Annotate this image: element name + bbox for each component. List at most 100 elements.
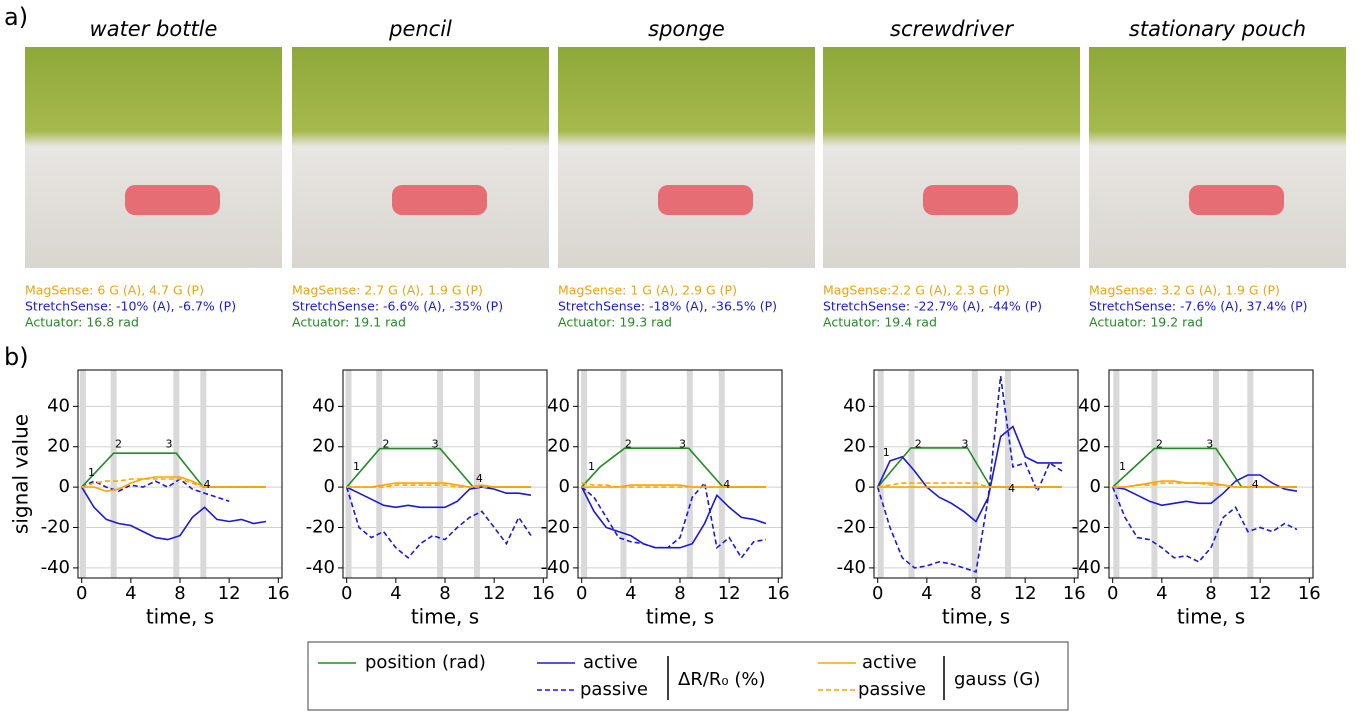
phase-band — [110, 370, 117, 578]
series-line — [876, 375, 1063, 573]
series-line — [81, 486, 267, 541]
x-tick-label: 16 — [1298, 583, 1321, 604]
annotation: 1 — [353, 460, 360, 473]
x-tick-label: 12 — [1249, 583, 1272, 604]
series-line — [877, 447, 1062, 488]
annotation: 1 — [1119, 460, 1126, 473]
annotation: 3 — [165, 438, 172, 451]
x-tick-label: 4 — [625, 583, 636, 604]
caption-actuator: Actuator: 19.4 rad — [823, 315, 937, 330]
x-tick-label: 8 — [674, 583, 685, 604]
y-tick-label: -40 — [41, 557, 70, 578]
x-tick-label: 12 — [1014, 583, 1037, 604]
annotation: 2 — [115, 438, 122, 451]
y-tick-label: 40 — [547, 395, 570, 416]
x-tick-label: 12 — [218, 583, 241, 604]
phase-band — [877, 370, 884, 578]
series-line — [346, 484, 531, 488]
x-tick-label: 8 — [1205, 583, 1216, 604]
plot-frame — [873, 369, 1079, 579]
plot-frame — [77, 369, 283, 579]
x-axis-label: time, s — [146, 605, 214, 629]
glove — [1189, 185, 1284, 215]
y-tick-label: -40 — [306, 557, 335, 578]
x-tick-label: 0 — [872, 583, 883, 604]
y-tick-label: -20 — [41, 517, 70, 538]
x-tick-label: 16 — [532, 583, 555, 604]
annotation: 4 — [723, 478, 730, 491]
phase-band — [581, 370, 588, 578]
phase-band — [971, 370, 978, 578]
caption-magsense: MagSense: 1 G (A), 2.9 G (P) — [558, 283, 737, 298]
legend-frame — [307, 641, 1069, 711]
annotation: 2 — [1156, 438, 1163, 451]
caption-stretchsense: StretchSense: -18% (A), -36.5% (P) — [558, 299, 777, 314]
legend: ΔR/R₀ (%) gauss (G) position (rad) active… — [307, 641, 1069, 711]
series-line — [581, 447, 766, 488]
phase-band — [718, 370, 725, 578]
phase-band — [1247, 370, 1254, 578]
x-tick-label: 8 — [970, 583, 981, 604]
glove — [392, 185, 487, 215]
photo — [25, 47, 282, 268]
annotation: 2 — [383, 438, 390, 451]
annotation: 3 — [432, 438, 439, 451]
phase-band — [173, 370, 180, 578]
caption-magsense: MagSense:2.2 G (A), 2.3 G (P) — [823, 283, 1010, 298]
x-axis-label: time, s — [942, 605, 1010, 629]
legend-group-label: gauss (G) — [954, 669, 1040, 690]
x-tick-label: 8 — [174, 583, 185, 604]
x-tick-label: 0 — [576, 583, 587, 604]
y-tick-label: 20 — [547, 436, 570, 457]
caption-stretchsense: StretchSense: -6.6% (A), -35% (P) — [292, 299, 503, 314]
phase-band — [437, 370, 444, 578]
caption-actuator: Actuator: 19.3 rad — [558, 315, 672, 330]
phase-band — [1113, 370, 1120, 578]
caption-actuator: Actuator: 19.2 rad — [1089, 315, 1203, 330]
x-tick-label: 0 — [341, 583, 352, 604]
caption-stretchsense: StretchSense: -7.6% (A), 37.4% (P) — [1089, 299, 1308, 314]
x-axis-label: time, s — [1177, 605, 1245, 629]
y-tick-label: 0 — [855, 476, 866, 497]
y-tick-label: -20 — [1072, 517, 1101, 538]
y-tick-label: 0 — [59, 476, 70, 497]
plot-frame — [1108, 369, 1314, 579]
x-tick-label: 12 — [718, 583, 741, 604]
annotation: 3 — [1206, 438, 1213, 451]
legend-label: passive — [858, 679, 926, 700]
photo-row: water bottle MagSense: 6 G (A), 4.7 G (P)… — [25, 17, 1346, 330]
photo-title: sponge — [648, 17, 725, 41]
x-tick-label: 8 — [439, 583, 450, 604]
photo — [823, 47, 1080, 268]
y-tick-label: -20 — [306, 517, 335, 538]
x-tick-label: 16 — [267, 583, 290, 604]
series-line — [581, 482, 766, 488]
y-tick-label: -40 — [1072, 557, 1101, 578]
phase-band — [200, 370, 207, 578]
caption-magsense: MagSense: 2.7 G (A), 1.9 G (P) — [292, 283, 483, 298]
series-line — [877, 482, 1062, 488]
series-line — [1112, 474, 1298, 507]
photo — [1089, 47, 1346, 268]
caption-stretchsense: StretchSense: -22.7% (A), -44% (P) — [823, 299, 1042, 314]
series-line — [581, 481, 767, 560]
phase-band — [908, 370, 915, 578]
photo — [292, 47, 549, 268]
annotation: 3 — [961, 438, 968, 451]
panel-label: b) — [4, 343, 29, 371]
x-axis-label: time, s — [646, 605, 714, 629]
x-tick-label: 4 — [390, 583, 401, 604]
x-tick-label: 4 — [125, 583, 136, 604]
y-tick-label: 0 — [559, 476, 570, 497]
series-line — [1111, 486, 1298, 563]
phase-band — [686, 370, 693, 578]
x-tick-label: 16 — [1063, 583, 1086, 604]
phase-band — [79, 370, 86, 578]
annotation: 3 — [679, 438, 686, 451]
